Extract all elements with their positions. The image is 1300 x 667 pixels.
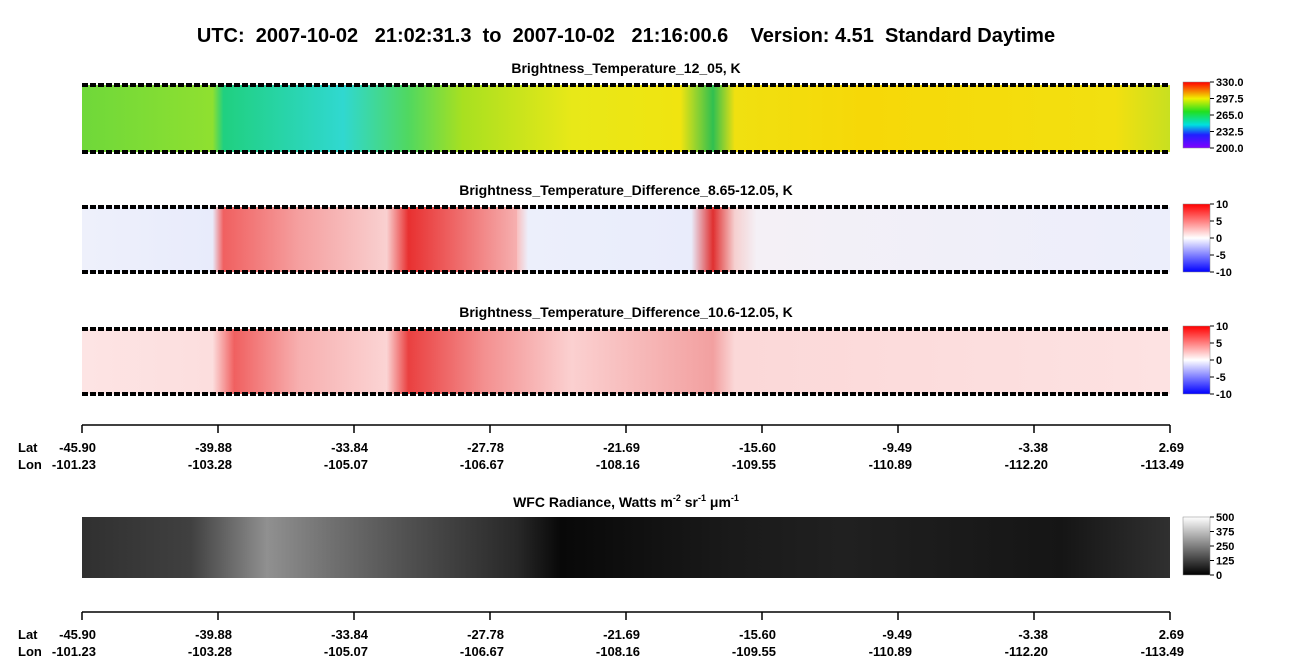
colorbar-label: 0 bbox=[1216, 355, 1222, 367]
lat-label: -33.84 bbox=[331, 627, 369, 642]
lat-label: -27.78 bbox=[467, 627, 504, 642]
colorbar-label: 265.0 bbox=[1216, 110, 1244, 122]
colorbar-label: 10 bbox=[1216, 321, 1228, 333]
image-strip bbox=[82, 329, 1170, 394]
lat-label: -33.84 bbox=[331, 440, 369, 455]
colorbar-label: 375 bbox=[1216, 527, 1234, 539]
lon-label: -103.28 bbox=[188, 644, 232, 659]
colorbar bbox=[1182, 81, 1211, 149]
lat-label: -21.69 bbox=[603, 440, 640, 455]
lon-label: -106.67 bbox=[460, 457, 504, 472]
lon-label: -106.67 bbox=[460, 644, 504, 659]
lon-title: Lon bbox=[18, 644, 42, 659]
image-strip bbox=[82, 207, 1170, 272]
lat-label: -3.38 bbox=[1018, 440, 1048, 455]
title-part: -2 bbox=[673, 493, 681, 503]
colorbar-label: 500 bbox=[1216, 512, 1234, 524]
lon-label: -105.07 bbox=[324, 457, 368, 472]
image-strip bbox=[82, 85, 1170, 152]
lat-label: -39.88 bbox=[195, 627, 232, 642]
colorbar-label: -5 bbox=[1216, 372, 1226, 384]
lat-label: -39.88 bbox=[195, 440, 232, 455]
title-part: WFC Radiance, Watts m bbox=[513, 494, 673, 510]
colorbar-label: -10 bbox=[1216, 267, 1232, 279]
lon-label: -108.16 bbox=[596, 457, 640, 472]
colorbar bbox=[1182, 325, 1211, 395]
lat-label: -45.90 bbox=[59, 627, 96, 642]
colorbar-label: 330.0 bbox=[1216, 77, 1244, 89]
figure-title: UTC: 2007-10-02 21:02:31.3 to 2007-10-02… bbox=[197, 25, 1055, 47]
panel-title: WFC Radiance, Watts m-2 sr-1 μm-1 bbox=[513, 493, 739, 510]
panel-title: Brightness_Temperature_Difference_10.6-1… bbox=[459, 304, 793, 320]
lat-label: -9.49 bbox=[882, 627, 912, 642]
lat-label: -9.49 bbox=[882, 440, 912, 455]
lon-label: -112.20 bbox=[1005, 457, 1048, 472]
lat-label: -15.60 bbox=[739, 440, 776, 455]
lat-label: 2.69 bbox=[1159, 627, 1184, 642]
colorbar-label: 232.5 bbox=[1216, 127, 1244, 139]
lon-label: -101.23 bbox=[52, 644, 96, 659]
lon-title: Lon bbox=[18, 457, 42, 472]
lat-label: -3.38 bbox=[1018, 627, 1048, 642]
colorbar-label: 5 bbox=[1216, 216, 1222, 228]
colorbar-label: 125 bbox=[1216, 556, 1234, 568]
lon-label: -101.23 bbox=[52, 457, 96, 472]
lon-label: -103.28 bbox=[188, 457, 232, 472]
lat-label: -15.60 bbox=[739, 627, 776, 642]
lat-label: -27.78 bbox=[467, 440, 504, 455]
lon-label: -110.89 bbox=[869, 457, 912, 472]
title-part: -1 bbox=[731, 493, 739, 503]
colorbar-label: 0 bbox=[1216, 570, 1222, 582]
colorbar-label: 5 bbox=[1216, 338, 1222, 350]
lat-title: Lat bbox=[18, 627, 38, 642]
colorbar-label: 0 bbox=[1216, 233, 1222, 245]
lon-label: -109.55 bbox=[732, 457, 776, 472]
lon-label: -108.16 bbox=[596, 644, 640, 659]
lat-title: Lat bbox=[18, 440, 38, 455]
colorbar-label: -10 bbox=[1216, 389, 1232, 401]
title-part: μm bbox=[706, 494, 731, 510]
lon-label: -109.55 bbox=[732, 644, 776, 659]
image-strip bbox=[82, 517, 1170, 578]
lon-label: -105.07 bbox=[324, 644, 368, 659]
title-part: -1 bbox=[698, 493, 706, 503]
colorbar-label: -5 bbox=[1216, 250, 1226, 262]
colorbar bbox=[1182, 516, 1211, 576]
title-part: sr bbox=[681, 494, 699, 510]
colorbar-label: 10 bbox=[1216, 199, 1228, 211]
lat-label: 2.69 bbox=[1159, 440, 1184, 455]
colorbar-label: 200.0 bbox=[1216, 143, 1244, 155]
lat-label: -45.90 bbox=[59, 440, 96, 455]
lat-label: -21.69 bbox=[603, 627, 640, 642]
colorbar-label: 250 bbox=[1216, 541, 1234, 553]
panel-title: Brightness_Temperature_12_05, K bbox=[511, 60, 740, 76]
panel-title: Brightness_Temperature_Difference_8.65-1… bbox=[459, 182, 793, 198]
colorbar bbox=[1182, 203, 1211, 273]
lon-label: -113.49 bbox=[1141, 457, 1184, 472]
colorbar-label: 297.5 bbox=[1216, 94, 1244, 106]
lon-label: -112.20 bbox=[1005, 644, 1048, 659]
lon-label: -113.49 bbox=[1141, 644, 1184, 659]
lon-label: -110.89 bbox=[869, 644, 912, 659]
